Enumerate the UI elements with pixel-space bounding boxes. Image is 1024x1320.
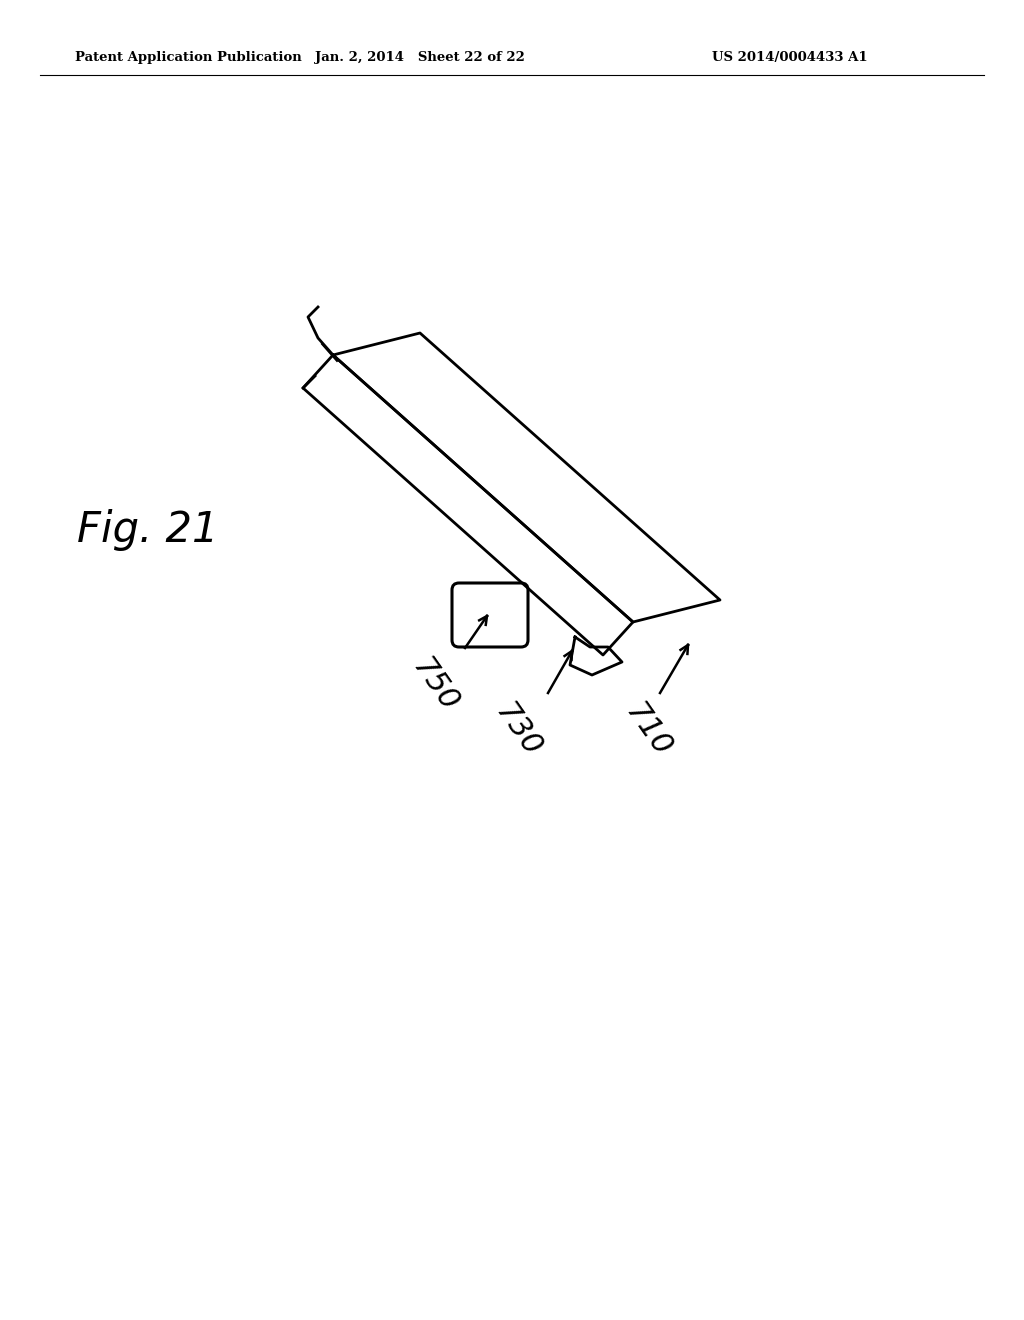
Text: 730: 730	[489, 698, 547, 762]
FancyBboxPatch shape	[452, 583, 528, 647]
Text: Jan. 2, 2014   Sheet 22 of 22: Jan. 2, 2014 Sheet 22 of 22	[315, 51, 525, 65]
Text: Fig. 21: Fig. 21	[77, 510, 219, 550]
Text: 750: 750	[407, 653, 464, 717]
Text: US 2014/0004433 A1: US 2014/0004433 A1	[712, 51, 867, 65]
Text: Patent Application Publication: Patent Application Publication	[75, 51, 302, 65]
Text: 710: 710	[620, 698, 677, 762]
